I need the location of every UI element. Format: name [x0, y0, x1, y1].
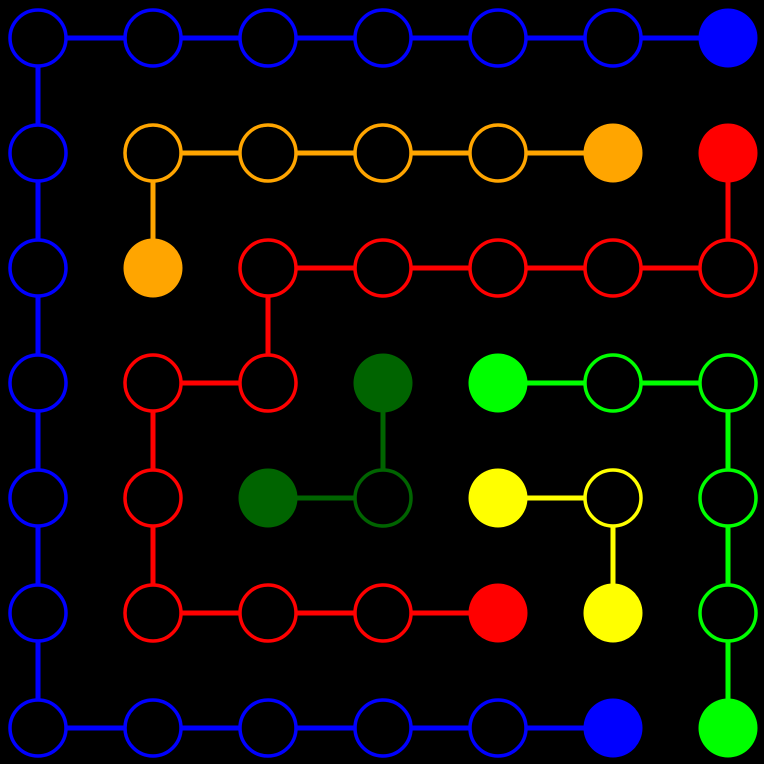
yellow-endpoint-dot[interactable] — [468, 468, 528, 528]
red-path-cell[interactable] — [698, 238, 758, 298]
red-path-cell[interactable] — [238, 238, 298, 298]
lime-path-cell[interactable] — [698, 468, 758, 528]
red-path-cell[interactable] — [123, 353, 183, 413]
blue-path-cell[interactable] — [583, 8, 643, 68]
orange-endpoint-dot[interactable] — [583, 123, 643, 183]
lime-path-cell[interactable] — [698, 353, 758, 413]
blue-path-cell[interactable] — [8, 468, 68, 528]
red-path-cell[interactable] — [123, 468, 183, 528]
blue-path-cell[interactable] — [238, 8, 298, 68]
cells-layer — [8, 8, 758, 758]
orange-path-cell[interactable] — [123, 123, 183, 183]
orange-path-cell[interactable] — [353, 123, 413, 183]
blue-path-cell[interactable] — [353, 8, 413, 68]
red-path-cell[interactable] — [353, 238, 413, 298]
red-path-cell[interactable] — [238, 583, 298, 643]
red-path-cell[interactable] — [353, 583, 413, 643]
red-path-cell[interactable] — [583, 238, 643, 298]
blue-path-cell[interactable] — [238, 698, 298, 758]
red-path-cell[interactable] — [238, 353, 298, 413]
blue-path-cell[interactable] — [123, 698, 183, 758]
lime-path-cell[interactable] — [583, 353, 643, 413]
red-path-cell[interactable] — [468, 238, 528, 298]
darkgreen-endpoint-dot[interactable] — [353, 353, 413, 413]
blue-path-cell[interactable] — [8, 698, 68, 758]
yellow-endpoint-dot[interactable] — [583, 583, 643, 643]
darkgreen-endpoint-dot[interactable] — [238, 468, 298, 528]
yellow-path-cell[interactable] — [583, 468, 643, 528]
blue-path-cell[interactable] — [8, 583, 68, 643]
red-endpoint-dot[interactable] — [698, 123, 758, 183]
blue-endpoint-dot[interactable] — [698, 8, 758, 68]
blue-endpoint-dot[interactable] — [583, 698, 643, 758]
orange-path-cell[interactable] — [238, 123, 298, 183]
blue-path-cell[interactable] — [468, 8, 528, 68]
lime-endpoint-dot[interactable] — [698, 698, 758, 758]
blue-path-cell[interactable] — [8, 353, 68, 413]
blue-path-cell[interactable] — [353, 698, 413, 758]
blue-path-cell[interactable] — [8, 123, 68, 183]
darkgreen-path-cell[interactable] — [353, 468, 413, 528]
red-path-cell[interactable] — [123, 583, 183, 643]
lime-endpoint-dot[interactable] — [468, 353, 528, 413]
blue-path-cell[interactable] — [123, 8, 183, 68]
blue-path-cell[interactable] — [8, 238, 68, 298]
orange-path-cell[interactable] — [468, 123, 528, 183]
red-endpoint-dot[interactable] — [468, 583, 528, 643]
blue-path-cell[interactable] — [468, 698, 528, 758]
lime-path-cell[interactable] — [698, 583, 758, 643]
orange-endpoint-dot[interactable] — [123, 238, 183, 298]
blue-path-cell[interactable] — [8, 8, 68, 68]
